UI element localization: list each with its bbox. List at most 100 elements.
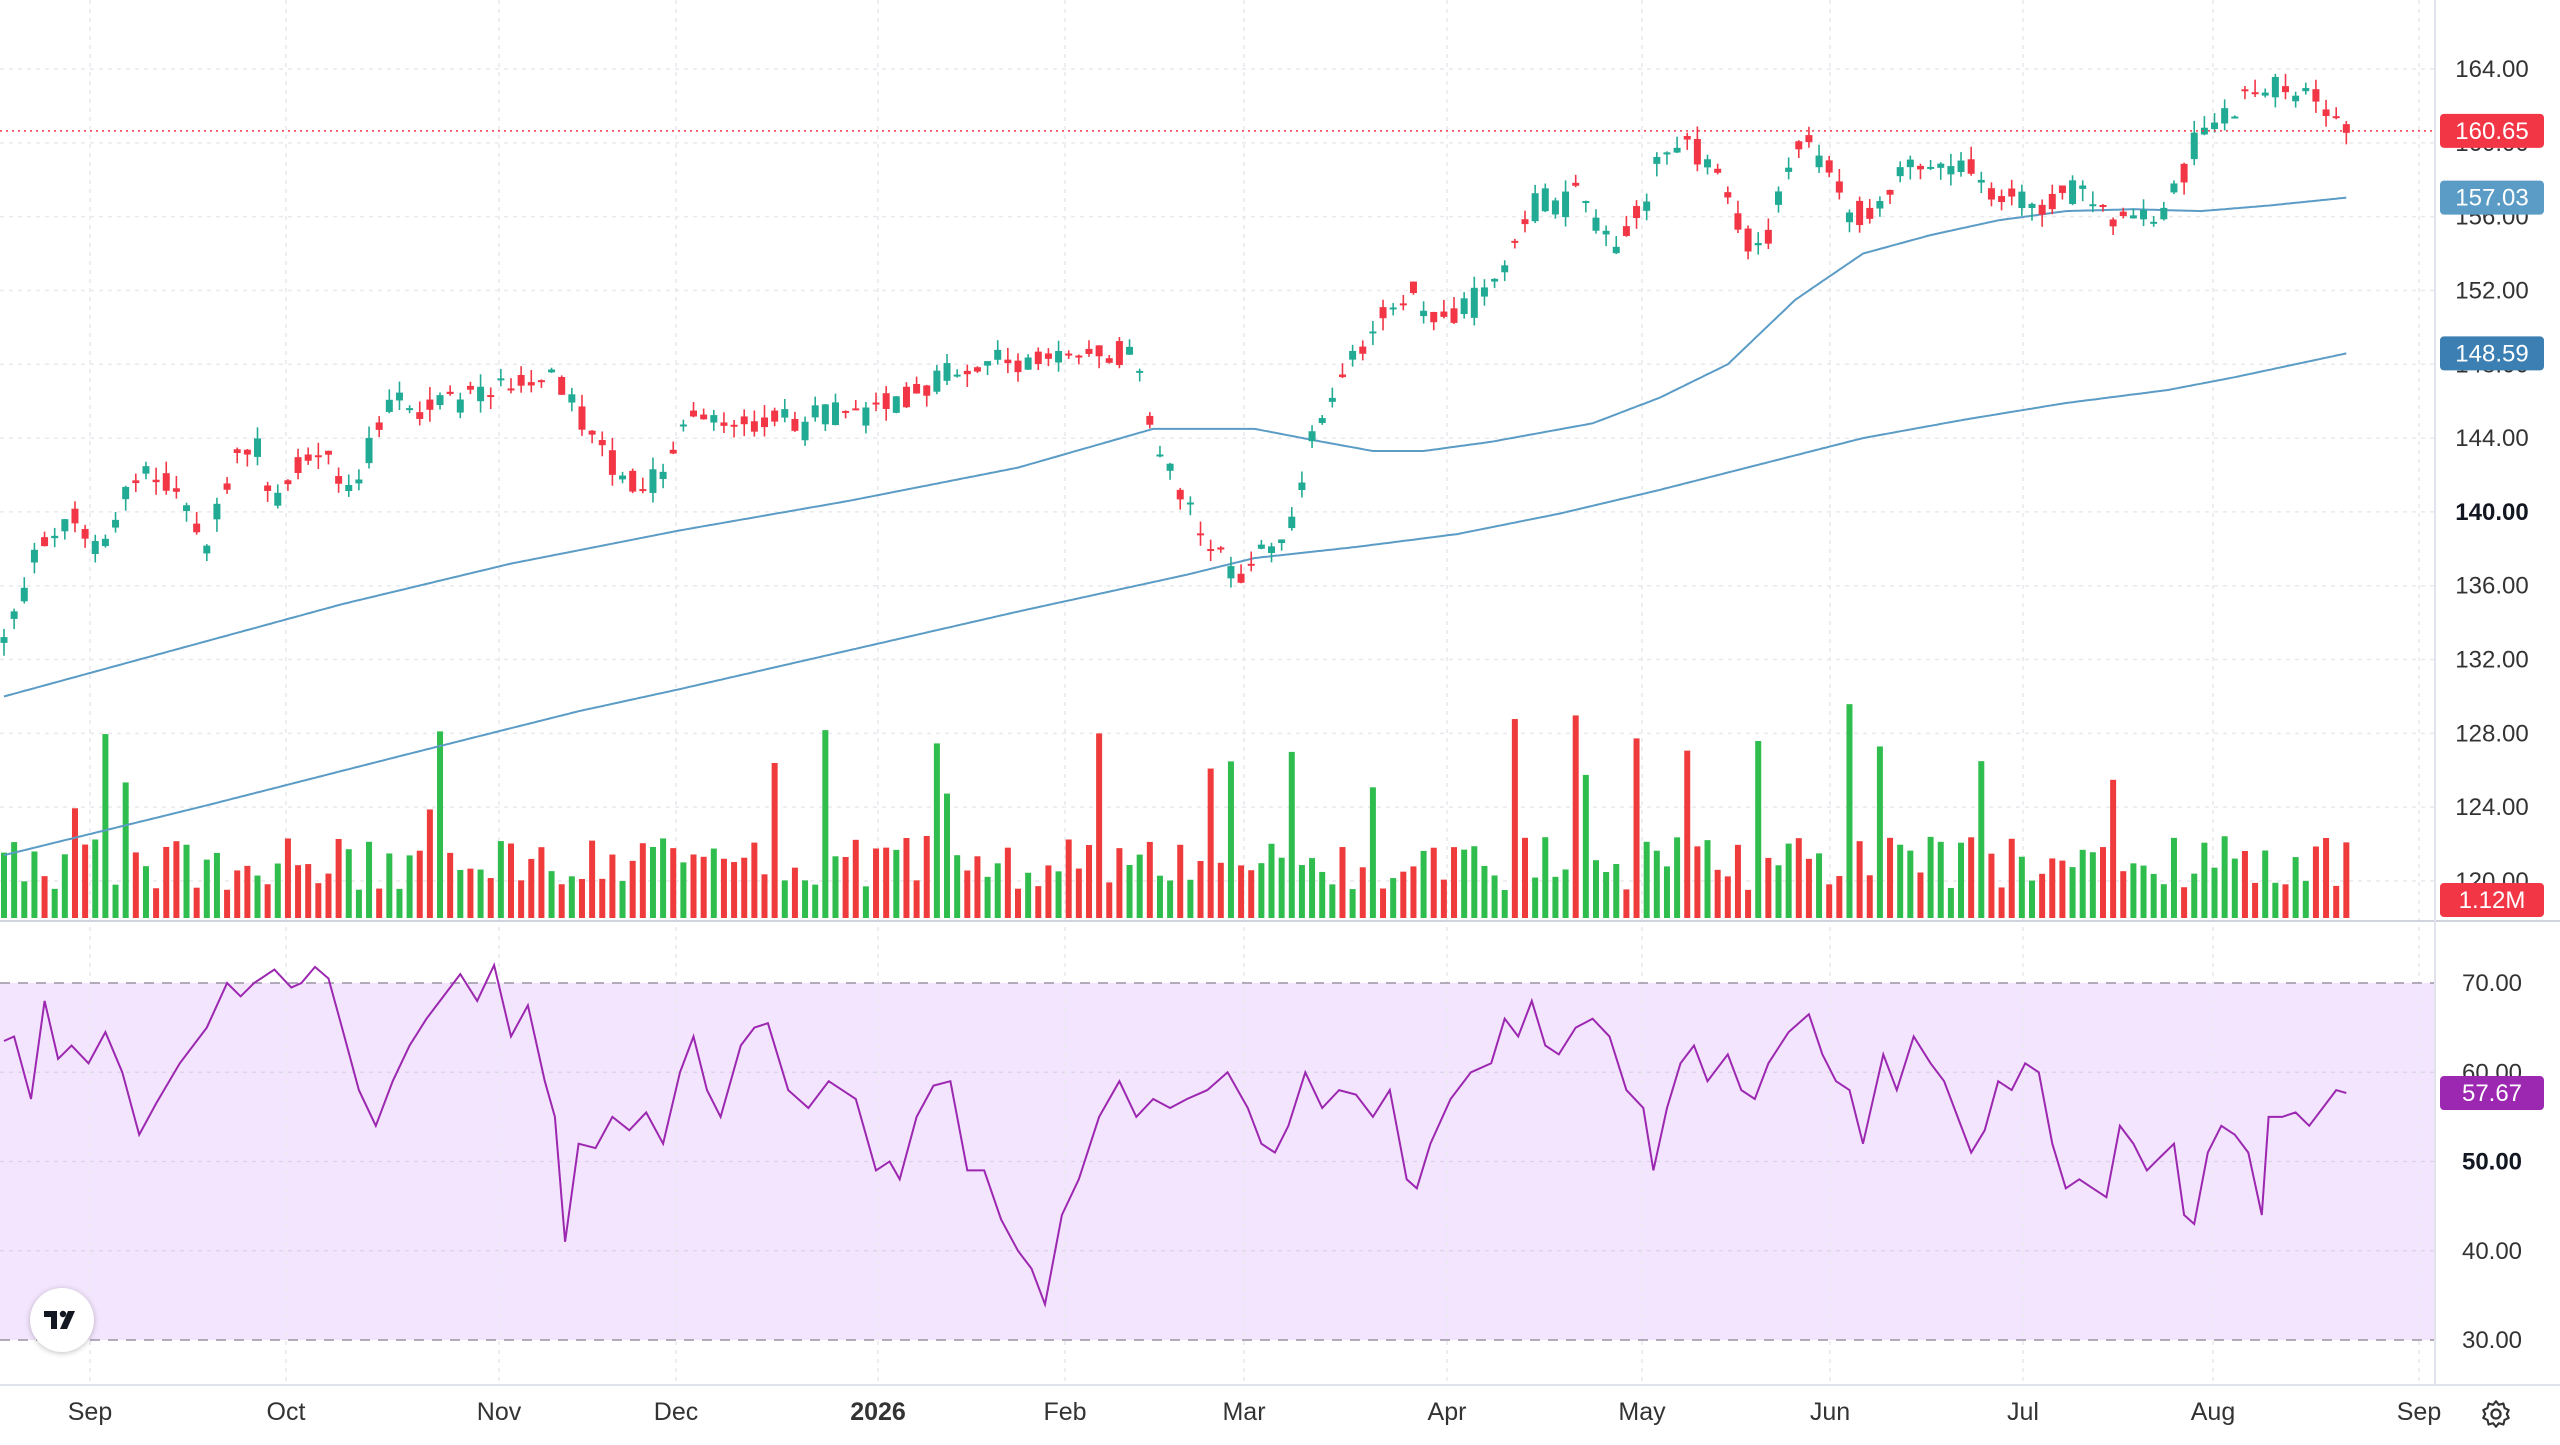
candle-body <box>659 471 667 480</box>
volume-bar <box>1643 841 1650 918</box>
candle-body <box>30 549 38 563</box>
volume-bar <box>122 782 129 918</box>
volume-bar <box>102 734 109 918</box>
candle-body <box>1440 311 1448 317</box>
candle-body <box>91 541 99 555</box>
volume-bar <box>660 838 667 918</box>
rsi-value-badge: 57.67 <box>2462 1080 2522 1107</box>
volume-bar <box>599 878 606 918</box>
volume-bar <box>2323 837 2330 918</box>
tradingview-logo-icon[interactable] <box>30 1288 94 1352</box>
volume-bar <box>1501 889 1508 918</box>
candle-body <box>984 361 992 366</box>
candle-body <box>1085 348 1093 354</box>
volume-bar <box>61 854 68 918</box>
volume-bar <box>873 848 880 918</box>
candle-body <box>2251 92 2259 95</box>
candle-body <box>477 386 485 402</box>
volume-bar <box>791 867 798 918</box>
candle-body <box>254 438 261 457</box>
candle-body <box>963 370 971 375</box>
candle-body <box>132 480 140 484</box>
volume-bar <box>1369 787 1376 918</box>
candle-body <box>842 410 850 413</box>
volume-bar <box>609 854 616 918</box>
candle-body <box>801 421 809 441</box>
volume-bar <box>508 843 514 918</box>
candle-body <box>1592 217 1600 231</box>
time-axis-label: Jun <box>1810 1398 1850 1426</box>
candle-body <box>811 405 819 418</box>
volume-bar <box>954 855 961 918</box>
candle-body <box>1105 358 1113 363</box>
candle-body <box>862 407 870 426</box>
candle-body <box>233 449 241 453</box>
candle-body <box>0 637 8 643</box>
volume-bar <box>1004 847 1011 918</box>
volume-bar <box>1927 836 1934 918</box>
candle-body <box>2069 180 2077 204</box>
volume-bar <box>1136 854 1143 918</box>
volume-bar <box>1268 843 1275 918</box>
candle-body <box>882 393 890 409</box>
settings-gear-icon[interactable] <box>2474 1392 2518 1436</box>
candle-body <box>943 363 951 381</box>
volume-bar <box>1522 837 1528 918</box>
candle-body <box>1947 166 1955 175</box>
candle-body <box>1460 298 1468 315</box>
volume-bar <box>1684 750 1691 918</box>
rsi-line <box>3 962 2347 1308</box>
candle-body <box>20 587 28 602</box>
volume-bar <box>1380 888 1387 918</box>
candle-body <box>2241 89 2249 92</box>
volume-bar <box>2211 867 2218 918</box>
price-tick-label: 128.00 <box>2455 720 2528 747</box>
volume-bar <box>1035 886 1042 918</box>
candle-body <box>335 476 343 484</box>
volume-bar <box>1146 841 1153 918</box>
candle-body <box>172 488 180 492</box>
ma-slow-badge-bg <box>2440 336 2544 371</box>
volume-bar <box>173 841 180 918</box>
candle-body <box>436 395 444 406</box>
volume-bar <box>1096 733 1103 918</box>
volume-bar <box>984 876 991 918</box>
volume-bar <box>1187 879 1194 918</box>
candle-body <box>1987 188 1995 200</box>
candle-body <box>973 367 981 372</box>
volume-bar <box>2140 865 2147 918</box>
candle-body <box>2089 204 2097 207</box>
volume-bar <box>812 884 819 918</box>
volume-bar <box>731 862 738 918</box>
volume-bar <box>1775 865 1782 918</box>
volume-bar <box>974 856 981 918</box>
candle-body <box>152 479 160 483</box>
volume-bar <box>325 873 332 918</box>
volume-bar <box>2302 880 2309 918</box>
candle-body <box>872 402 880 405</box>
volume-bar <box>1471 846 1478 918</box>
candle-body <box>1602 230 1610 235</box>
volume-bar <box>1339 847 1346 918</box>
candle-body <box>1866 207 1874 219</box>
volume-bar <box>487 878 494 918</box>
volume-bar <box>1958 842 1965 918</box>
volume-bar <box>751 842 758 918</box>
candle-body <box>1744 228 1752 252</box>
volume-bar <box>1481 865 1488 918</box>
volume-bar <box>315 883 322 918</box>
volume-bar <box>213 852 220 918</box>
candle-body <box>1501 265 1509 273</box>
volume-bar <box>1592 860 1599 918</box>
volume-bar <box>1167 880 1174 918</box>
candle-body <box>183 505 191 512</box>
candle-body <box>264 485 272 491</box>
volume-bar <box>447 852 454 918</box>
candle-body <box>1115 341 1123 366</box>
volume-bar <box>913 880 920 918</box>
candle-body <box>2099 205 2107 208</box>
volume-bar <box>1045 865 1052 918</box>
candle-body <box>1369 331 1377 334</box>
